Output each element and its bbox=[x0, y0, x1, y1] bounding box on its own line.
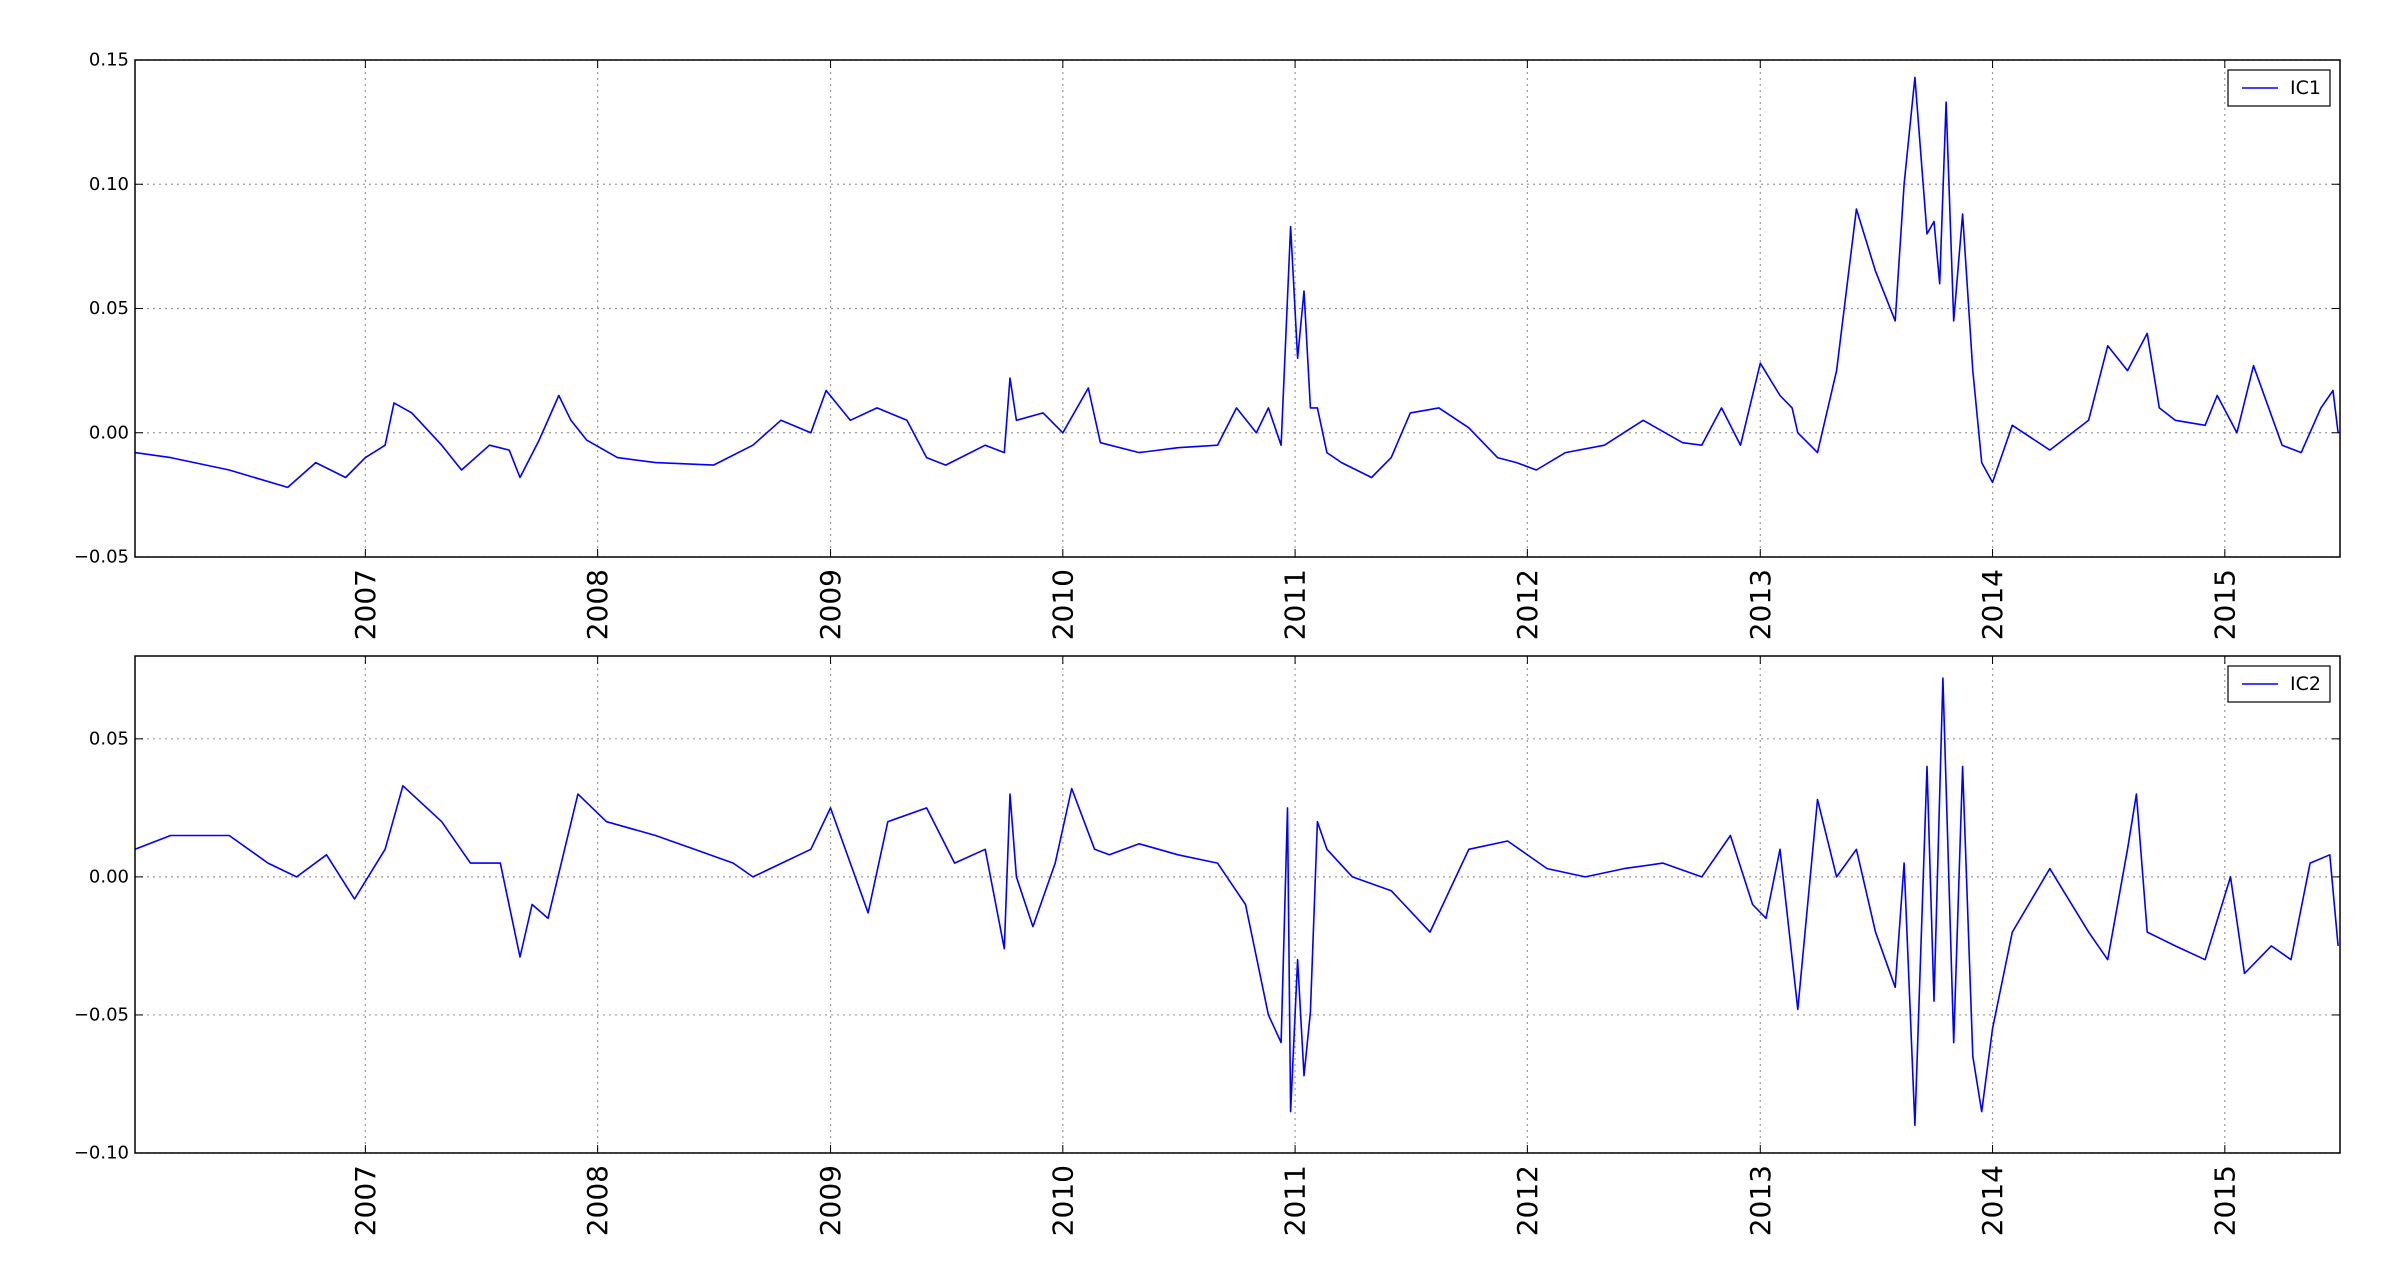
x-tick-label: 2014 bbox=[1976, 1165, 2009, 1236]
x-tick-label: 2013 bbox=[1744, 1165, 1777, 1236]
x-tick-label: 2008 bbox=[581, 1165, 614, 1236]
x-tick-label: 2012 bbox=[1511, 1165, 1544, 1236]
y-tick-label: 0.10 bbox=[89, 174, 129, 195]
x-tick-label: 2015 bbox=[2208, 1165, 2241, 1236]
legend: IC2 bbox=[2227, 665, 2331, 703]
series-line-ic1 bbox=[134, 76, 2339, 489]
series-line-ic2 bbox=[134, 677, 2339, 1127]
chart-panel-ic1: 2007 2008 2009 2010 2011 2012 2013 2014 2015 −0.0… bbox=[74, 50, 2341, 640]
x-tick-label: 2007 bbox=[349, 1165, 382, 1236]
x-tick-label: 2010 bbox=[1046, 1165, 1079, 1236]
legend: IC1 bbox=[2227, 69, 2331, 107]
y-tick-label: 0.05 bbox=[89, 298, 129, 319]
x-tick-label: 2013 bbox=[1744, 569, 1777, 640]
y-tick-label: 0.00 bbox=[89, 866, 129, 887]
y-tick-label: −0.10 bbox=[74, 1143, 129, 1164]
x-tick-label: 2010 bbox=[1046, 569, 1079, 640]
chart-panel-ic2: 2007 2008 2009 2010 2011 2012 2013 2014 2015 −0.1… bbox=[74, 655, 2341, 1236]
y-tick-label: 0.00 bbox=[89, 422, 129, 443]
axes-frame bbox=[134, 59, 2341, 558]
x-tick-label: 2011 bbox=[1279, 1165, 1312, 1236]
x-tick-label: 2007 bbox=[349, 569, 382, 640]
y-tick-label: 0.05 bbox=[89, 728, 129, 749]
plot-area bbox=[135, 656, 2340, 1153]
x-tick-label: 2014 bbox=[1976, 569, 2009, 640]
y-tick-label: −0.05 bbox=[74, 1004, 129, 1025]
legend-label: IC1 bbox=[2290, 77, 2321, 99]
y-tick-label: 0.15 bbox=[89, 50, 129, 71]
x-tick-label: 2011 bbox=[1279, 569, 1312, 640]
x-tick-label: 2012 bbox=[1511, 569, 1544, 640]
x-tick-label: 2015 bbox=[2208, 569, 2241, 640]
x-tick-label: 2009 bbox=[814, 1165, 847, 1236]
x-tick-label: 2008 bbox=[581, 569, 614, 640]
x-tick-label: 2009 bbox=[814, 569, 847, 640]
axes-frame bbox=[134, 655, 2341, 1154]
y-tick-label: −0.05 bbox=[74, 547, 129, 568]
legend-label: IC2 bbox=[2290, 673, 2321, 695]
